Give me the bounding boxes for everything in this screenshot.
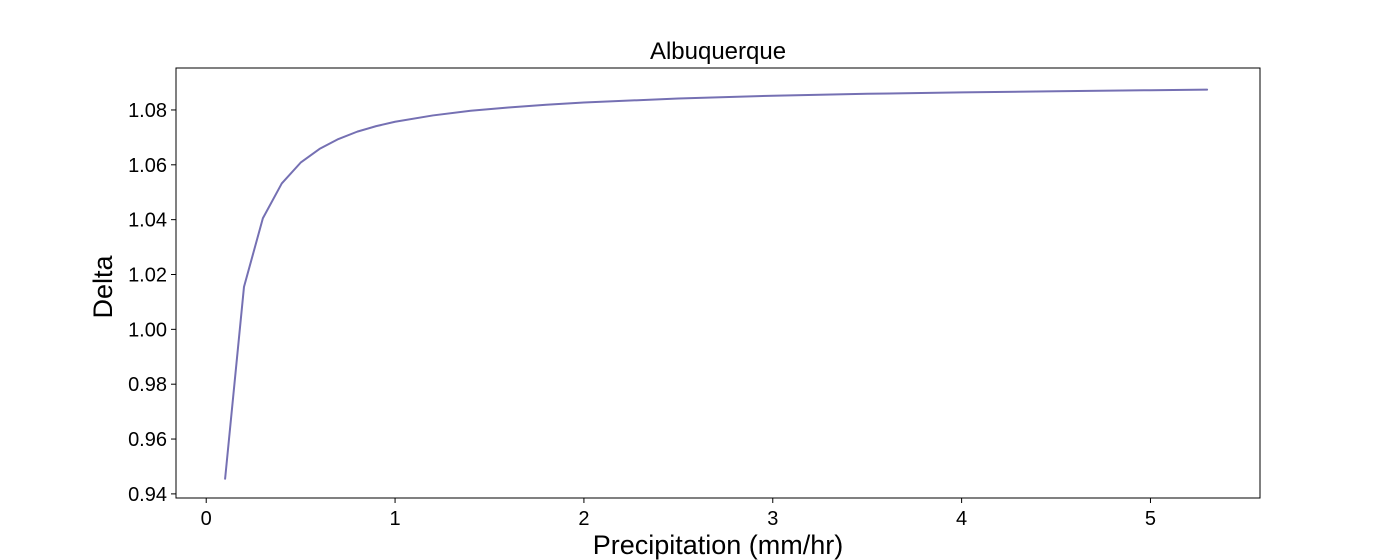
x-axis: 0 1 2 3 4 5 <box>201 498 1156 530</box>
chart-title: Albuquerque <box>650 38 786 65</box>
series-line-0 <box>224 88 1209 480</box>
y-tick-label: 1.08 <box>128 100 167 122</box>
x-tick-label: 2 <box>578 508 589 530</box>
x-tick-label: 3 <box>767 508 778 530</box>
y-tick-label: 1.00 <box>128 319 167 341</box>
plot-frame <box>175 67 1261 499</box>
y-axis-title: Delta <box>88 255 118 319</box>
plot-area <box>175 67 1261 499</box>
x-tick-label: 0 <box>201 508 212 530</box>
x-axis-title: Precipitation (mm/hr) <box>593 530 844 560</box>
y-tick-label: 0.94 <box>128 484 167 506</box>
x-tick-label: 1 <box>390 508 401 530</box>
y-tick-label: 0.98 <box>128 374 167 396</box>
y-tick-label: 0.96 <box>128 429 167 451</box>
y-tick-label: 1.04 <box>128 210 167 232</box>
y-tick-label: 1.06 <box>128 155 167 177</box>
y-axis: 0.94 0.96 0.98 1.00 1.02 1.04 1.06 1.08 <box>128 100 176 506</box>
y-tick-label: 1.02 <box>128 264 167 286</box>
x-tick-label: 4 <box>956 508 967 530</box>
x-tick-label: 5 <box>1145 508 1156 530</box>
